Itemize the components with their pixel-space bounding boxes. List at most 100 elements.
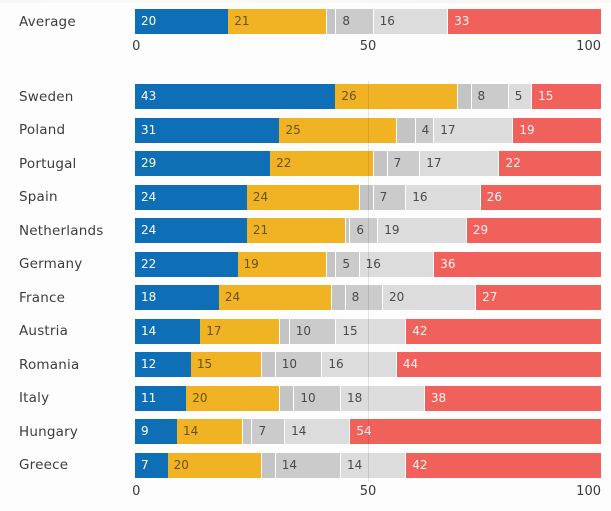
segment-value: 31 bbox=[141, 122, 157, 137]
segment-value: 10 bbox=[295, 323, 312, 338]
bar-segment-blue: 9 bbox=[135, 419, 177, 444]
bar-segment-gap bbox=[326, 9, 336, 34]
axis-tick-100: 100 bbox=[576, 483, 601, 499]
segment-value: 24 bbox=[224, 290, 241, 304]
axis-tick-100: 100 bbox=[576, 39, 601, 54]
segment-value: 15 bbox=[196, 357, 213, 371]
segment-value: 24 bbox=[252, 189, 269, 204]
bar-segment-gray1: 10 bbox=[293, 385, 340, 411]
chart-row: Spain 24 24 7 16 26 bbox=[0, 184, 611, 210]
segment-value: 10 bbox=[281, 357, 298, 371]
average-row-block: Average 20 21 8 16 33 bbox=[0, 9, 611, 34]
bar-segment-gray1: 8 bbox=[344, 285, 382, 310]
segment-value: 16 bbox=[365, 256, 381, 271]
bar-segment-gap bbox=[372, 151, 387, 176]
segment-value: 33 bbox=[454, 14, 470, 28]
bar-segment-red: 36 bbox=[433, 251, 601, 277]
axis-tick-50: 50 bbox=[359, 39, 377, 54]
bar-segment-red: 29 bbox=[465, 218, 601, 243]
bar-segment-gray2: 18 bbox=[340, 385, 424, 411]
row-label: Greece bbox=[19, 457, 69, 473]
bar-segment-red: 54 bbox=[349, 419, 601, 444]
segment-value: 12 bbox=[141, 357, 157, 371]
bar-segment-blue: 43 bbox=[135, 84, 336, 109]
country-rows-block: Sweden 43 26 8 5 15 Poland 31 25 4 17 19 Portugal 29 2… bbox=[0, 81, 611, 481]
bar-segment-gray1: 7 bbox=[386, 151, 420, 176]
segment-value: 22 bbox=[141, 256, 157, 271]
stacked-bar: 14 17 10 15 42 bbox=[135, 318, 601, 344]
bar-segment-red: 33 bbox=[447, 9, 601, 34]
bar-segment-red: 38 bbox=[423, 385, 601, 411]
segment-value: 26 bbox=[486, 189, 503, 204]
stacked-bar: 29 22 7 17 22 bbox=[135, 151, 601, 176]
axis-tick-0: 0 bbox=[132, 483, 141, 499]
segment-value: 14 bbox=[141, 323, 157, 338]
axis-tick-0: 0 bbox=[132, 39, 141, 54]
bar-segment-gap bbox=[260, 452, 275, 478]
row-label: Hungary bbox=[19, 423, 79, 440]
segment-value: 9 bbox=[141, 424, 149, 438]
row-label: Italy bbox=[19, 390, 50, 406]
bar-segment-gray1: 8 bbox=[470, 84, 508, 109]
bar-segment-yellow: 22 bbox=[270, 151, 373, 176]
segment-value: 17 bbox=[426, 156, 442, 170]
stacked-bar: 9 14 7 14 54 bbox=[135, 419, 601, 444]
row-label: Portugal bbox=[19, 155, 77, 172]
stacked-bar: 22 19 5 16 36 bbox=[135, 251, 601, 277]
bar-segment-gap bbox=[358, 184, 373, 210]
stacked-bar: 12 15 10 16 44 bbox=[135, 352, 601, 377]
stacked-bar: 24 21 6 19 29 bbox=[135, 218, 601, 243]
segment-value: 5 bbox=[342, 256, 350, 271]
bar-segment-gray1: 7 bbox=[251, 419, 285, 444]
bar-segment-gray1: 4 bbox=[414, 117, 434, 143]
bar-segment-gray1: 14 bbox=[274, 452, 340, 478]
chart-row: Portugal 29 22 7 17 22 bbox=[0, 151, 611, 176]
segment-value: 11 bbox=[141, 390, 157, 405]
row-label: Netherlands bbox=[19, 222, 104, 239]
segment-value: 19 bbox=[519, 122, 535, 137]
bar-segment-yellow: 17 bbox=[200, 318, 280, 344]
bar-segment-blue: 14 bbox=[135, 318, 201, 344]
row-label: Poland bbox=[19, 122, 66, 138]
bar-segment-gray2: 5 bbox=[507, 84, 532, 109]
bar-segment-gap bbox=[260, 352, 275, 377]
bar-segment-gray2: 16 bbox=[372, 9, 448, 34]
bar-segment-red: 26 bbox=[479, 184, 601, 210]
bar-segment-blue: 11 bbox=[135, 385, 187, 411]
bar-segment-blue: 18 bbox=[135, 285, 219, 310]
stacked-bar: 31 25 4 17 19 bbox=[135, 117, 601, 143]
cropped-top-strip bbox=[0, 0, 611, 3]
segment-value: 7 bbox=[258, 424, 267, 438]
bar-segment-gap bbox=[326, 251, 336, 277]
bar-segment-yellow: 20 bbox=[167, 452, 261, 478]
row-label: France bbox=[19, 289, 66, 306]
bar-segment-gray2: 20 bbox=[381, 285, 476, 310]
segment-value: 18 bbox=[347, 390, 363, 405]
segment-value: 36 bbox=[440, 256, 456, 271]
segment-value: 8 bbox=[477, 89, 486, 103]
segment-value: 18 bbox=[141, 290, 157, 304]
bar-segment-yellow: 25 bbox=[279, 117, 396, 143]
stacked-bar: 43 26 8 5 15 bbox=[135, 84, 601, 109]
segment-value: 14 bbox=[182, 424, 199, 438]
segment-value: 20 bbox=[173, 457, 189, 472]
x-axis-bottom: 0 50 100 bbox=[132, 483, 601, 500]
segment-value: 27 bbox=[482, 290, 498, 304]
segment-value: 22 bbox=[276, 156, 292, 170]
bar-segment-yellow: 14 bbox=[176, 419, 243, 444]
bar-segment-gap bbox=[330, 285, 345, 310]
bar-segment-yellow: 21 bbox=[246, 218, 345, 243]
chart-row: Netherlands 24 21 6 19 29 bbox=[0, 218, 611, 243]
segment-value: 42 bbox=[412, 457, 428, 472]
segment-value: 24 bbox=[141, 189, 157, 204]
segment-value: 8 bbox=[351, 290, 360, 304]
bar-segment-gray1: 10 bbox=[274, 352, 322, 377]
chart-row: Germany 22 19 5 16 36 bbox=[0, 251, 611, 277]
segment-value: 7 bbox=[141, 457, 149, 472]
chart-row: France 18 24 8 20 27 bbox=[0, 285, 611, 310]
axis-tick-50: 50 bbox=[359, 483, 377, 499]
chart-row: Poland 31 25 4 17 19 bbox=[0, 117, 611, 143]
segment-value: 14 bbox=[291, 424, 307, 438]
row-label: Austria bbox=[19, 323, 69, 339]
segment-value: 10 bbox=[300, 390, 316, 405]
